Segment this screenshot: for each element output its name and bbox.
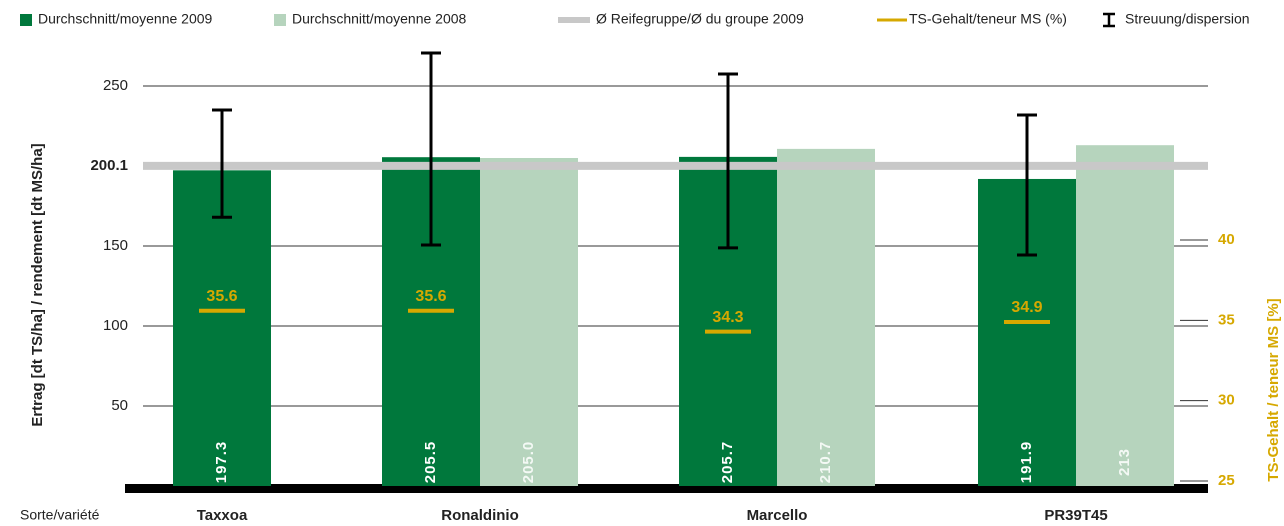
ts-value-label: 35.6 — [415, 288, 446, 305]
legend-label: Streuung/dispersion — [1125, 11, 1250, 27]
y2-tick-label: 25 — [1218, 472, 1235, 489]
x-tick-label: Taxxoa — [197, 507, 248, 524]
bar-value-label: 213 — [1116, 448, 1133, 476]
bar — [480, 158, 578, 486]
y-tick-label: 150 — [103, 237, 128, 254]
bar-value-label: 205.0 — [520, 441, 537, 484]
y-tick-label: 200.1 — [90, 157, 128, 174]
bar-value-label: 205.5 — [422, 441, 439, 484]
bar-value-label: 197.3 — [213, 441, 230, 484]
bar-value-label: 205.7 — [719, 441, 736, 484]
ts-value-label: 34.9 — [1011, 299, 1042, 316]
y2-tick-label: 30 — [1218, 392, 1235, 409]
y-tick-label: 100 — [103, 317, 128, 334]
legend-swatch — [274, 14, 286, 26]
legend-label: Durchschnitt/moyenne 2008 — [292, 11, 467, 27]
x-tick-label: Marcello — [747, 507, 808, 524]
legend-label: TS-Gehalt/teneur MS (%) — [909, 11, 1067, 27]
legend-label: Durchschnitt/moyenne 2009 — [38, 11, 213, 27]
y-axis-label: Ertrag [dt TS/ha] / rendement [dt MS/ha] — [29, 143, 46, 426]
legend-swatch — [20, 14, 32, 26]
bar-value-label: 210.7 — [817, 441, 834, 484]
bar — [777, 148, 875, 486]
ts-value-label: 34.3 — [712, 309, 743, 326]
ts-value-label: 35.6 — [206, 288, 237, 305]
bar — [1076, 145, 1174, 486]
x-tick-label: Ronaldinio — [441, 507, 519, 524]
bar — [173, 170, 271, 486]
y2-tick-label: 35 — [1218, 311, 1235, 328]
y-tick-label: 50 — [111, 397, 128, 414]
y2-tick-label: 40 — [1218, 231, 1235, 248]
x-axis-label: Sorte/variété — [20, 507, 100, 523]
x-tick-label: PR39T45 — [1044, 507, 1107, 524]
bar-value-label: 191.9 — [1018, 441, 1035, 484]
y-tick-label: 250 — [103, 77, 128, 94]
baseline — [125, 484, 1208, 493]
legend-label: Ø Reifegruppe/Ø du groupe 2009 — [596, 11, 804, 27]
legend-swatch — [1103, 12, 1115, 28]
y2-axis-label: TS-Gehalt / teneur MS [%] — [1265, 298, 1282, 481]
